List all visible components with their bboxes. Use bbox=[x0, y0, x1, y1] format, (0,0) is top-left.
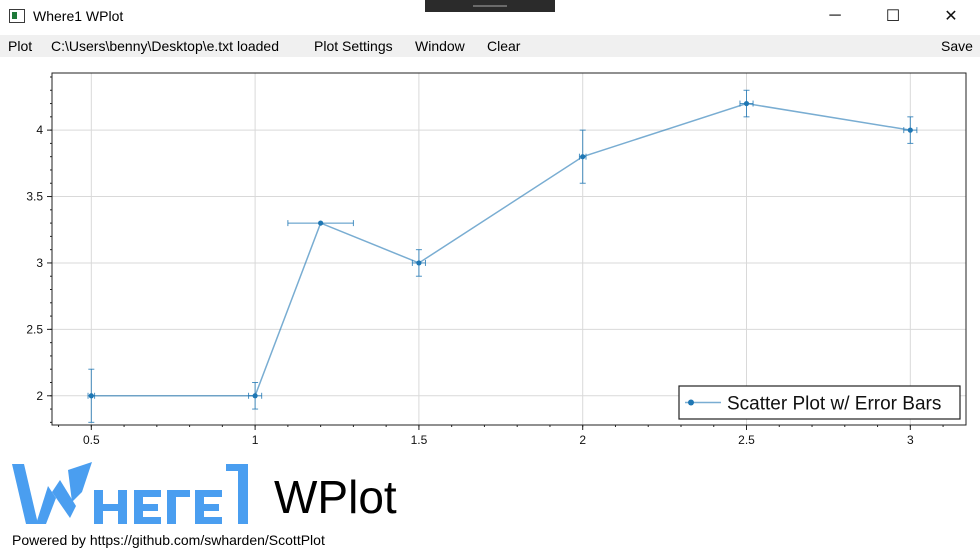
logo-e2-mid bbox=[195, 504, 219, 511]
maximize-button[interactable]: ☐ bbox=[864, 0, 922, 32]
legend-label: Scatter Plot w/ Error Bars bbox=[727, 394, 941, 415]
data-point bbox=[252, 393, 258, 399]
menu-bar: Plot C:\Users\benny\Desktop\e.txt loaded… bbox=[0, 35, 980, 57]
x-tick-label: 1.5 bbox=[411, 433, 428, 447]
scatter-chart[interactable]: 0.5 1 1.5 2 2.5 3 2 2.5 3 3.5 4 Scatter Plot w/ Err… bbox=[0, 57, 980, 447]
data-point bbox=[580, 154, 586, 160]
y-tick-label: 4 bbox=[36, 123, 43, 137]
logo-r-top bbox=[167, 490, 190, 497]
menu-plot-settings[interactable]: Plot Settings bbox=[314, 38, 393, 54]
legend-box bbox=[678, 385, 961, 420]
data-point bbox=[318, 220, 324, 226]
logo-e-bottom bbox=[134, 517, 161, 524]
close-button[interactable]: ✕ bbox=[922, 0, 980, 32]
menu-window[interactable]: Window bbox=[415, 38, 465, 54]
legend-marker bbox=[688, 399, 694, 406]
plot-area[interactable]: 0.5 1 1.5 2 2.5 3 2 2.5 3 3.5 4 Scatter Plot w/ Err… bbox=[0, 57, 980, 447]
logo-e2-bottom bbox=[195, 517, 222, 524]
app-icon bbox=[9, 9, 25, 23]
data-point bbox=[743, 100, 750, 107]
logo-r-stem bbox=[167, 490, 176, 524]
x-tick-label: 0.5 bbox=[83, 433, 100, 447]
data-point bbox=[907, 127, 913, 133]
menu-file-status[interactable]: C:\Users\benny\Desktop\e.txt loaded bbox=[51, 38, 280, 54]
logo-w-stroke bbox=[12, 464, 38, 524]
title-bar: Where1 WPlot ─ ☐ ✕ bbox=[0, 0, 980, 34]
logo-w-stroke bbox=[52, 480, 76, 518]
plot-frame bbox=[51, 72, 967, 426]
series-line bbox=[91, 102, 911, 397]
logo-wplot-text: WPlot bbox=[274, 471, 397, 523]
minimize-icon: ─ bbox=[829, 7, 841, 24]
logo-h-bar bbox=[94, 504, 127, 511]
y-tick-label: 2.5 bbox=[26, 322, 43, 336]
x-tick-label: 1 bbox=[252, 433, 259, 447]
logo-e-mid bbox=[134, 504, 158, 511]
x-tick-label: 3 bbox=[907, 433, 914, 447]
powered-by-text: Powered by https://github.com/swharden/S… bbox=[12, 532, 325, 548]
logo-one-stem bbox=[238, 464, 248, 524]
data-point bbox=[416, 260, 422, 266]
menu-clear[interactable]: Clear bbox=[487, 38, 521, 54]
y-tick-label: 3.5 bbox=[26, 190, 43, 204]
minimize-button[interactable]: ─ bbox=[806, 0, 864, 32]
close-icon: ✕ bbox=[944, 8, 958, 25]
drag-handle[interactable] bbox=[425, 0, 555, 12]
window-title: Where1 WPlot bbox=[33, 8, 124, 24]
maximize-icon: ☐ bbox=[885, 8, 901, 25]
logo-e2-top bbox=[195, 490, 222, 497]
where1-logo bbox=[12, 462, 248, 524]
data-point bbox=[88, 393, 94, 399]
x-tick-label: 2.5 bbox=[738, 433, 755, 447]
menu-plot[interactable]: Plot bbox=[8, 38, 33, 54]
x-tick-label: 2 bbox=[579, 433, 586, 447]
logo-e-top bbox=[134, 490, 161, 497]
logo-w-stroke bbox=[68, 462, 92, 502]
y-tick-label: 2 bbox=[36, 389, 43, 403]
logo-one-top bbox=[226, 464, 248, 471]
y-tick-label: 3 bbox=[36, 256, 43, 270]
logo-w-stroke bbox=[36, 486, 56, 524]
menu-save[interactable]: Save bbox=[941, 38, 973, 54]
